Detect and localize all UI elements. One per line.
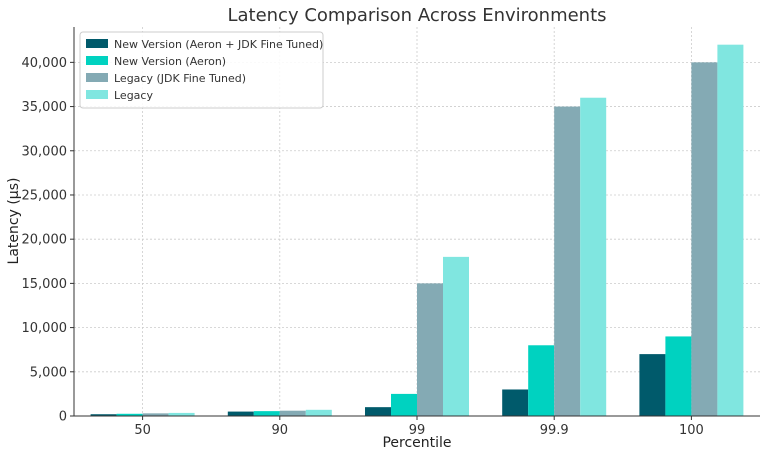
y-tick-label: 40,000 bbox=[22, 56, 68, 71]
bar bbox=[305, 409, 332, 416]
bar bbox=[691, 62, 718, 416]
bars bbox=[90, 44, 744, 417]
x-axis-label: Percentile bbox=[382, 435, 451, 451]
bar bbox=[391, 393, 417, 416]
bar bbox=[279, 410, 306, 416]
legend-swatch bbox=[86, 39, 108, 48]
bar bbox=[443, 256, 469, 416]
bar bbox=[116, 413, 143, 416]
y-tick-label: 10,000 bbox=[22, 321, 68, 336]
bar bbox=[253, 411, 280, 416]
bar bbox=[227, 411, 254, 416]
y-tick-label: 5,000 bbox=[30, 365, 67, 380]
y-tick-label: 30,000 bbox=[22, 144, 68, 159]
y-tick-label: 0 bbox=[59, 410, 67, 425]
bar bbox=[417, 283, 443, 416]
bar bbox=[580, 97, 607, 417]
x-tick-label: 99.9 bbox=[540, 423, 569, 438]
bar bbox=[365, 407, 391, 416]
legend-box bbox=[79, 31, 324, 109]
legend-label: New Version (Aeron + JDK Fine Tuned) bbox=[114, 38, 323, 51]
x-tick-label: 50 bbox=[134, 423, 151, 438]
bar bbox=[554, 106, 581, 417]
bar bbox=[717, 44, 744, 416]
y-axis-label: Latency (µs) bbox=[6, 178, 22, 265]
legend: New Version (Aeron + JDK Fine Tuned) New … bbox=[79, 31, 324, 109]
bar bbox=[528, 345, 555, 416]
bar bbox=[142, 413, 169, 416]
y-tick-label: 35,000 bbox=[22, 100, 68, 115]
y-tick-label: 15,000 bbox=[22, 277, 68, 292]
legend-label: New Version (Aeron) bbox=[114, 55, 226, 68]
legend-swatch bbox=[86, 73, 108, 82]
x-axis-ticks: 50 90 99 99.9 100 bbox=[134, 416, 704, 438]
bar bbox=[502, 389, 529, 416]
bar bbox=[639, 354, 666, 416]
bar bbox=[168, 412, 195, 416]
y-axis-ticks: 0 5,000 10,000 15,000 20,000 25,000 30,000 35,0… bbox=[22, 56, 74, 425]
chart-title: Latency Comparison Across Environments bbox=[227, 5, 606, 26]
x-tick-label: 99 bbox=[409, 423, 426, 438]
y-tick-label: 25,000 bbox=[22, 188, 68, 203]
bar bbox=[665, 336, 692, 416]
bar bbox=[90, 414, 117, 416]
legend-label: Legacy (JDK Fine Tuned) bbox=[114, 72, 246, 85]
legend-label: Legacy bbox=[114, 89, 153, 102]
x-tick-label: 100 bbox=[679, 423, 704, 438]
y-tick-label: 20,000 bbox=[22, 233, 68, 248]
x-tick-label: 90 bbox=[272, 423, 289, 438]
legend-swatch bbox=[86, 90, 108, 99]
legend-swatch bbox=[86, 56, 108, 65]
